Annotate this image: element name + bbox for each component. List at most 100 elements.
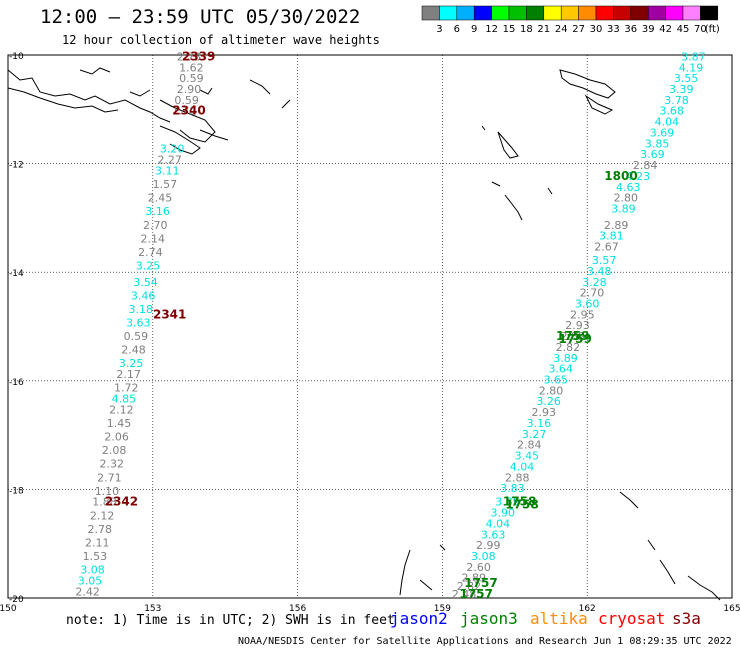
- east-track-swh-value: 2.89: [604, 219, 629, 232]
- color-swatch-7: [543, 5, 562, 21]
- credit-line: NOAA/NESDIS Center for Satellite Applica…: [238, 636, 732, 647]
- east-track-swh-value: 4.23: [626, 170, 651, 183]
- west-track-swh-value: 2.45: [148, 192, 173, 205]
- west-track-swh-value: 1.62: [179, 61, 204, 74]
- east-track-swh-value: 2.89: [560, 330, 585, 343]
- west-track-swh-value: 3.54: [133, 276, 158, 289]
- east-track-swh-value: 2.84: [517, 439, 542, 452]
- color-scale-label: 21: [537, 24, 550, 35]
- lat-tick-label: -12: [9, 161, 24, 171]
- east-track-swh-value: 2.84: [633, 159, 658, 172]
- color-scale-label: 18: [520, 24, 533, 35]
- east-track-swh-value: 2.82: [556, 341, 581, 354]
- west-track-swh-value: 3.18: [128, 303, 153, 316]
- east-track-swh-value: 3.08: [471, 550, 496, 563]
- east-track-swh-value: 2.89: [462, 572, 487, 585]
- color-swatch-8: [560, 5, 579, 21]
- east-track-swh-value: 3.90: [490, 507, 515, 520]
- color-swatch-6: [526, 5, 545, 21]
- west-track-swh-value: 3.05: [78, 574, 103, 587]
- lon-tick-label: 162: [579, 604, 596, 614]
- west-track-swh-value: 2.06: [104, 431, 129, 444]
- lat-tick-label: -10: [9, 52, 24, 62]
- legend-jason3: jason3: [460, 609, 518, 628]
- color-scale-label: 27: [572, 24, 585, 35]
- color-scale-label: 39: [642, 24, 655, 35]
- legend-altika: altika: [530, 609, 588, 628]
- east-track-swh-value: 3.45: [515, 450, 540, 463]
- east-track-swh-value: 2.80: [539, 384, 564, 397]
- track-time-label: 1758: [503, 495, 536, 509]
- east-track-swh-value: 3.89: [553, 352, 578, 365]
- east-track-swh-value: 3.16: [527, 417, 552, 430]
- east-track-swh-value: 3.85: [645, 137, 670, 150]
- track-time-label: 1800: [604, 169, 637, 183]
- east-track-swh-value: 2.60: [466, 561, 491, 574]
- color-swatch-0: [421, 5, 440, 21]
- west-track-swh-value: 1.45: [107, 417, 132, 430]
- color-scale-label: 30: [590, 24, 603, 35]
- lon-tick-label: 159: [434, 604, 451, 614]
- east-track-swh-value: 2.93: [532, 406, 557, 419]
- coastline-papua-north: [7, 87, 119, 113]
- west-track-swh-value: 2.73: [177, 50, 202, 63]
- color-swatch-5: [508, 5, 527, 21]
- legend-s3a: s3a: [672, 609, 701, 628]
- east-track-swh-value: 2.88: [505, 471, 530, 484]
- color-swatch-12: [630, 5, 649, 21]
- east-track-swh-value: 2.70: [580, 287, 605, 300]
- track-time-label: 1757: [464, 576, 497, 590]
- east-track-swh-value: 4.04: [486, 517, 511, 530]
- lon-tick-label: 150: [0, 604, 17, 614]
- west-track-swh-value: 2.90: [177, 83, 202, 96]
- west-track-swh-value: 1.10: [95, 485, 120, 498]
- east-track-swh-value: 3.48: [587, 265, 612, 278]
- west-track-swh-value: 2.14: [141, 232, 166, 245]
- east-track-swh-value: 2.67: [594, 240, 619, 253]
- map-title: 12:00 — 23:59 UTC 05/30/2022: [40, 6, 361, 28]
- east-track-swh-value: 2.48: [452, 588, 477, 601]
- west-track-swh-value: 1.72: [114, 382, 139, 395]
- west-track-swh-value: 3.63: [126, 317, 151, 330]
- color-swatch-4: [491, 5, 510, 21]
- west-track-swh-value: 1.79: [172, 105, 197, 118]
- coastline-papua-east: [7, 69, 171, 123]
- east-track-swh-value: 3.78: [664, 94, 689, 107]
- track-time-label: 2340: [172, 104, 205, 118]
- west-track-swh-value: 3.11: [155, 164, 180, 177]
- coastline-solomon-guadalcanal: [584, 94, 614, 115]
- west-track-swh-value: 2.70: [143, 219, 168, 232]
- color-swatch-14: [665, 5, 684, 21]
- map-subtitle: 12 hour collection of altimeter wave hei…: [62, 33, 380, 47]
- track-time-label: 2339: [182, 49, 215, 63]
- east-track-swh-value: 3.89: [495, 496, 520, 509]
- west-track-swh-value: 3.25: [136, 259, 161, 272]
- west-track-swh-value: 4.85: [112, 393, 137, 406]
- color-scale-label: 9: [471, 24, 477, 35]
- west-track-swh-value: 3.16: [145, 205, 170, 218]
- track-time-label: 1759: [556, 329, 589, 343]
- east-track-swh-value: 4.04: [510, 460, 535, 473]
- west-track-swh-value: 2.12: [109, 403, 134, 416]
- color-swatch-10: [595, 5, 614, 21]
- color-swatch-9: [578, 5, 597, 21]
- west-track-swh-value: 0.59: [174, 94, 199, 107]
- east-track-swh-value: 3.68: [659, 105, 684, 118]
- coastline-louisiade: [159, 125, 229, 155]
- color-swatch-16: [700, 5, 719, 21]
- west-track-swh-value: 2.78: [87, 523, 112, 536]
- color-scale-label: 45: [677, 24, 690, 35]
- west-track-swh-value: 2.71: [97, 471, 122, 484]
- east-track-swh-value: 3.27: [522, 428, 547, 441]
- color-scale-label: 70: [694, 24, 707, 35]
- color-scale-bar: 3 6 9 12 15 18 21 24 27 30 33 36 39 42 45 70(ft): [421, 5, 720, 35]
- west-track-swh-value: 0.59: [124, 330, 149, 343]
- west-track-swh-value: 3.08: [80, 564, 105, 577]
- east-track-swh-value: 3.63: [481, 528, 506, 541]
- color-scale-label: 12: [485, 24, 498, 35]
- west-track-swh-value: 2.42: [75, 585, 100, 598]
- coastline-islands-west: [79, 67, 216, 143]
- lat-tick-label: -20: [9, 595, 24, 605]
- color-swatch-11: [613, 5, 632, 21]
